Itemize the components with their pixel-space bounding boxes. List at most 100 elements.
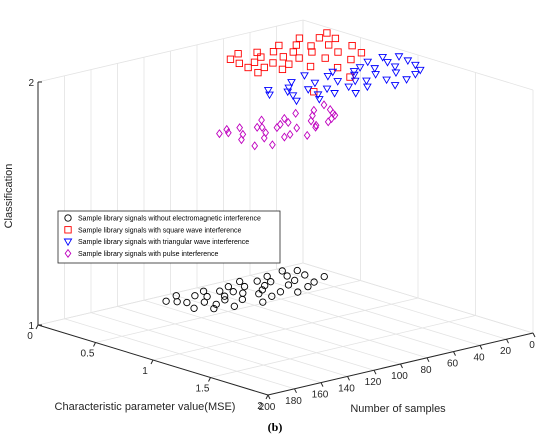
data-point [269,48,278,56]
y-tick-label: 80 [420,365,432,376]
data-point [403,57,413,65]
data-point [411,71,420,79]
data-point [276,288,285,296]
data-point [330,90,339,98]
data-point [315,34,324,42]
x-tick-mark [208,377,211,382]
grid-line [223,281,454,352]
data-point [344,83,354,92]
grid-line [64,318,295,390]
data-point [261,281,269,290]
data-point [278,65,287,74]
data-point [331,110,339,120]
series-1 [226,29,366,96]
data-point [210,304,218,313]
data-point [303,130,311,140]
data-point [238,135,245,145]
data-point [223,124,231,135]
y-tick-mark [294,388,297,394]
data-point [334,48,342,56]
data-point [290,276,299,285]
data-point [183,298,191,307]
data-point [324,117,332,127]
grid-line [302,19,534,91]
data-point [216,287,224,295]
data-point [284,84,294,93]
x-tick-mark [265,394,269,400]
legend-marker-3 [64,248,72,258]
grid-lines [37,19,534,396]
y-axis-label: Number of samples [350,403,446,415]
data-point [415,66,425,75]
y-tick-mark [426,357,430,363]
data-point [300,72,309,80]
x-axis-label: Characteristic parameter value(MSE) [55,401,236,413]
y-tick-label: 100 [391,371,408,382]
data-point [310,79,320,88]
legend-label-1: Sample library signals with square wave … [78,227,242,234]
y-tick-mark [400,363,403,369]
y-tick-mark [453,351,456,356]
data-point [229,288,237,296]
y-tick-mark [373,369,377,375]
data-point [390,63,400,72]
data-point [383,59,392,67]
data-point [304,282,312,291]
x-tick-mark [93,342,96,347]
data-point [402,76,411,84]
y-tick-label: 0 [529,340,535,351]
data-point [269,140,276,150]
data-point [258,115,265,125]
data-point [321,54,329,62]
data-point [323,29,331,37]
data-point [390,82,400,90]
data-point [307,116,315,126]
data-point [333,78,343,86]
data-point [259,298,267,306]
data-point [253,122,261,132]
y-axis-ticks: 0 20 40 60 80 100 120 140 160 180 200 [259,332,536,413]
y-tick-label: 120 [365,377,382,388]
legend-label-0: Sample library signals without electroma… [78,216,261,223]
z-axis-ticks: 12 [28,78,42,332]
legend-label-3: Sample library signals with pulse interf… [78,251,219,258]
grid-line [37,262,304,326]
data-point [326,105,334,115]
y-tick-mark [532,332,536,338]
y-tick-label: 40 [473,352,485,363]
series-0 [162,266,328,313]
data-point [292,97,301,106]
data-point [293,123,301,133]
data-point [312,122,319,132]
series-2 [263,53,425,106]
data-point [224,128,232,138]
y-tick-label: 160 [312,390,329,401]
data-point [357,49,366,57]
grid-line [37,19,304,83]
grid-line [302,262,534,334]
data-point [212,300,220,308]
data-point [283,272,291,280]
data-points [162,29,425,313]
data-point [244,63,252,72]
data-point [260,63,268,72]
y-tick-label: 20 [500,346,512,357]
data-point [284,281,293,289]
data-point [347,55,355,64]
data-point [199,287,208,295]
z-axis-label: Classification [3,164,15,229]
data-point [328,68,338,77]
data-point [313,91,323,99]
data-point [200,298,209,306]
data-point [265,91,274,100]
data-point [295,34,304,42]
x-axis-ticks: 0 0.5 1 1.5 2 [27,324,269,412]
data-point [236,123,244,133]
data-point [314,96,324,104]
data-point [275,41,283,50]
data-point [348,42,356,50]
data-point [278,267,286,275]
data-point [410,61,420,70]
legend-label-2: Sample library signals with triangular w… [78,239,249,246]
